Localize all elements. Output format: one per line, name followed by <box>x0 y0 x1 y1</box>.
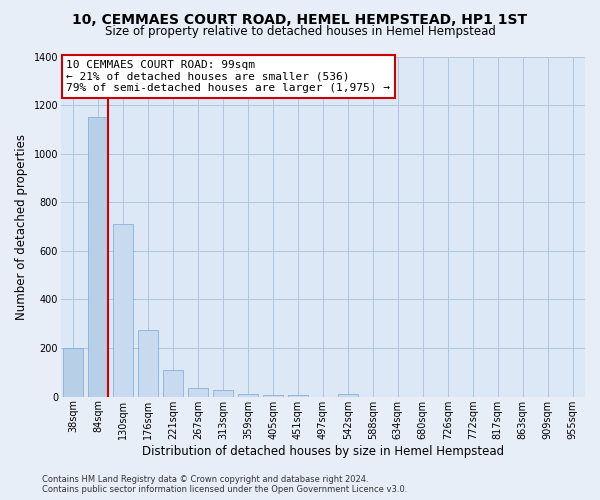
Y-axis label: Number of detached properties: Number of detached properties <box>15 134 28 320</box>
Bar <box>163 370 183 396</box>
Bar <box>213 390 233 396</box>
Bar <box>113 224 133 396</box>
Bar <box>338 394 358 396</box>
Bar <box>64 348 83 397</box>
Text: Size of property relative to detached houses in Hemel Hempstead: Size of property relative to detached ho… <box>104 25 496 38</box>
Text: 10, CEMMAES COURT ROAD, HEMEL HEMPSTEAD, HP1 1ST: 10, CEMMAES COURT ROAD, HEMEL HEMPSTEAD,… <box>73 12 527 26</box>
Text: 10 CEMMAES COURT ROAD: 99sqm
← 21% of detached houses are smaller (536)
79% of s: 10 CEMMAES COURT ROAD: 99sqm ← 21% of de… <box>66 60 390 93</box>
Bar <box>238 394 258 396</box>
Bar <box>139 330 158 396</box>
Bar <box>88 117 109 396</box>
Bar <box>288 394 308 396</box>
Bar <box>188 388 208 396</box>
X-axis label: Distribution of detached houses by size in Hemel Hempstead: Distribution of detached houses by size … <box>142 444 504 458</box>
Text: Contains HM Land Registry data © Crown copyright and database right 2024.
Contai: Contains HM Land Registry data © Crown c… <box>42 474 407 494</box>
